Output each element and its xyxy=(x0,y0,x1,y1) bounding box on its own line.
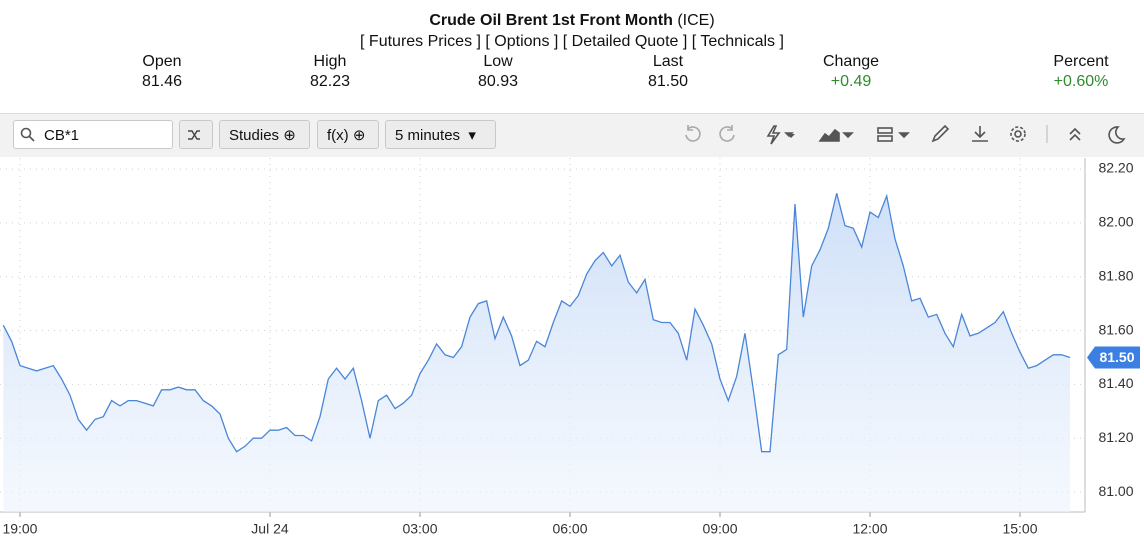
y-tick-label: 81.20 xyxy=(1098,429,1133,445)
title-row: Crude Oil Brent 1st Front Month (ICE) xyxy=(0,12,1144,30)
stat-label: Change xyxy=(822,53,880,70)
stat-value: 80.93 xyxy=(477,73,519,90)
y-tick-label: 82.00 xyxy=(1098,214,1133,230)
link[interactable]: [ Technicals ] xyxy=(691,33,784,50)
interval: 5 minutes xyxy=(395,127,461,144)
line xyxy=(2,193,1071,453)
y-tick-label: 81.80 xyxy=(1098,267,1133,283)
last-badge xyxy=(1087,346,1140,369)
title: Crude Oil Brent 1st Front Month xyxy=(429,12,673,29)
x-tick-label: 19:00 xyxy=(2,521,37,537)
link[interactable]: [ Detailed Quote ] xyxy=(562,33,688,50)
stat-label: High xyxy=(313,53,347,70)
x-tick-label: 03:00 xyxy=(402,521,437,537)
interval-button[interactable]: 5 minutes ▾ xyxy=(385,120,496,149)
link[interactable]: [ Futures Prices ] xyxy=(360,33,481,50)
studies: Studies xyxy=(229,127,280,144)
link[interactable]: [ Options ] xyxy=(485,33,559,50)
stat-value: +0.60% xyxy=(1053,73,1109,90)
stat-label: Low xyxy=(483,53,513,70)
stat-label: Open xyxy=(142,53,182,70)
stat-label: Percent xyxy=(1053,53,1109,70)
exchange: (ICE) xyxy=(677,12,715,29)
search-icon xyxy=(20,127,35,142)
y-tick-label: 81.00 xyxy=(1098,483,1133,499)
compare-button[interactable] xyxy=(179,120,213,149)
x-tick-label: Jul 24 xyxy=(251,521,289,537)
y-tick-label: 81.40 xyxy=(1098,375,1133,391)
stat-value: 81.50 xyxy=(647,73,689,90)
links: [ Futures Prices ] [ Options ] [ Detaile… xyxy=(0,33,1144,51)
last-label: 81.50 xyxy=(1099,349,1134,365)
x-tick-label: 12:00 xyxy=(852,521,887,537)
fx-button[interactable]: f(x) ⊕ xyxy=(317,120,379,149)
symbol-input[interactable]: CB*1 xyxy=(13,120,173,149)
stat-label: Last xyxy=(652,53,684,70)
symbol: CB*1 xyxy=(44,127,80,144)
y-tick-label: 81.60 xyxy=(1098,321,1133,337)
y-tick-label: 82.20 xyxy=(1098,160,1133,176)
fx: f(x) xyxy=(327,127,349,144)
stat-value: +0.49 xyxy=(830,73,872,90)
x-tick-label: 15:00 xyxy=(1002,521,1037,537)
stat-value: 81.46 xyxy=(141,73,183,90)
toolbar-icons xyxy=(685,124,1126,145)
x-tick-label: 06:00 xyxy=(552,521,587,537)
studies-button[interactable]: Studies ⊕ xyxy=(219,120,310,149)
area xyxy=(3,193,1070,513)
x-tick-label: 09:00 xyxy=(702,521,737,537)
stat-value: 82.23 xyxy=(309,73,351,90)
